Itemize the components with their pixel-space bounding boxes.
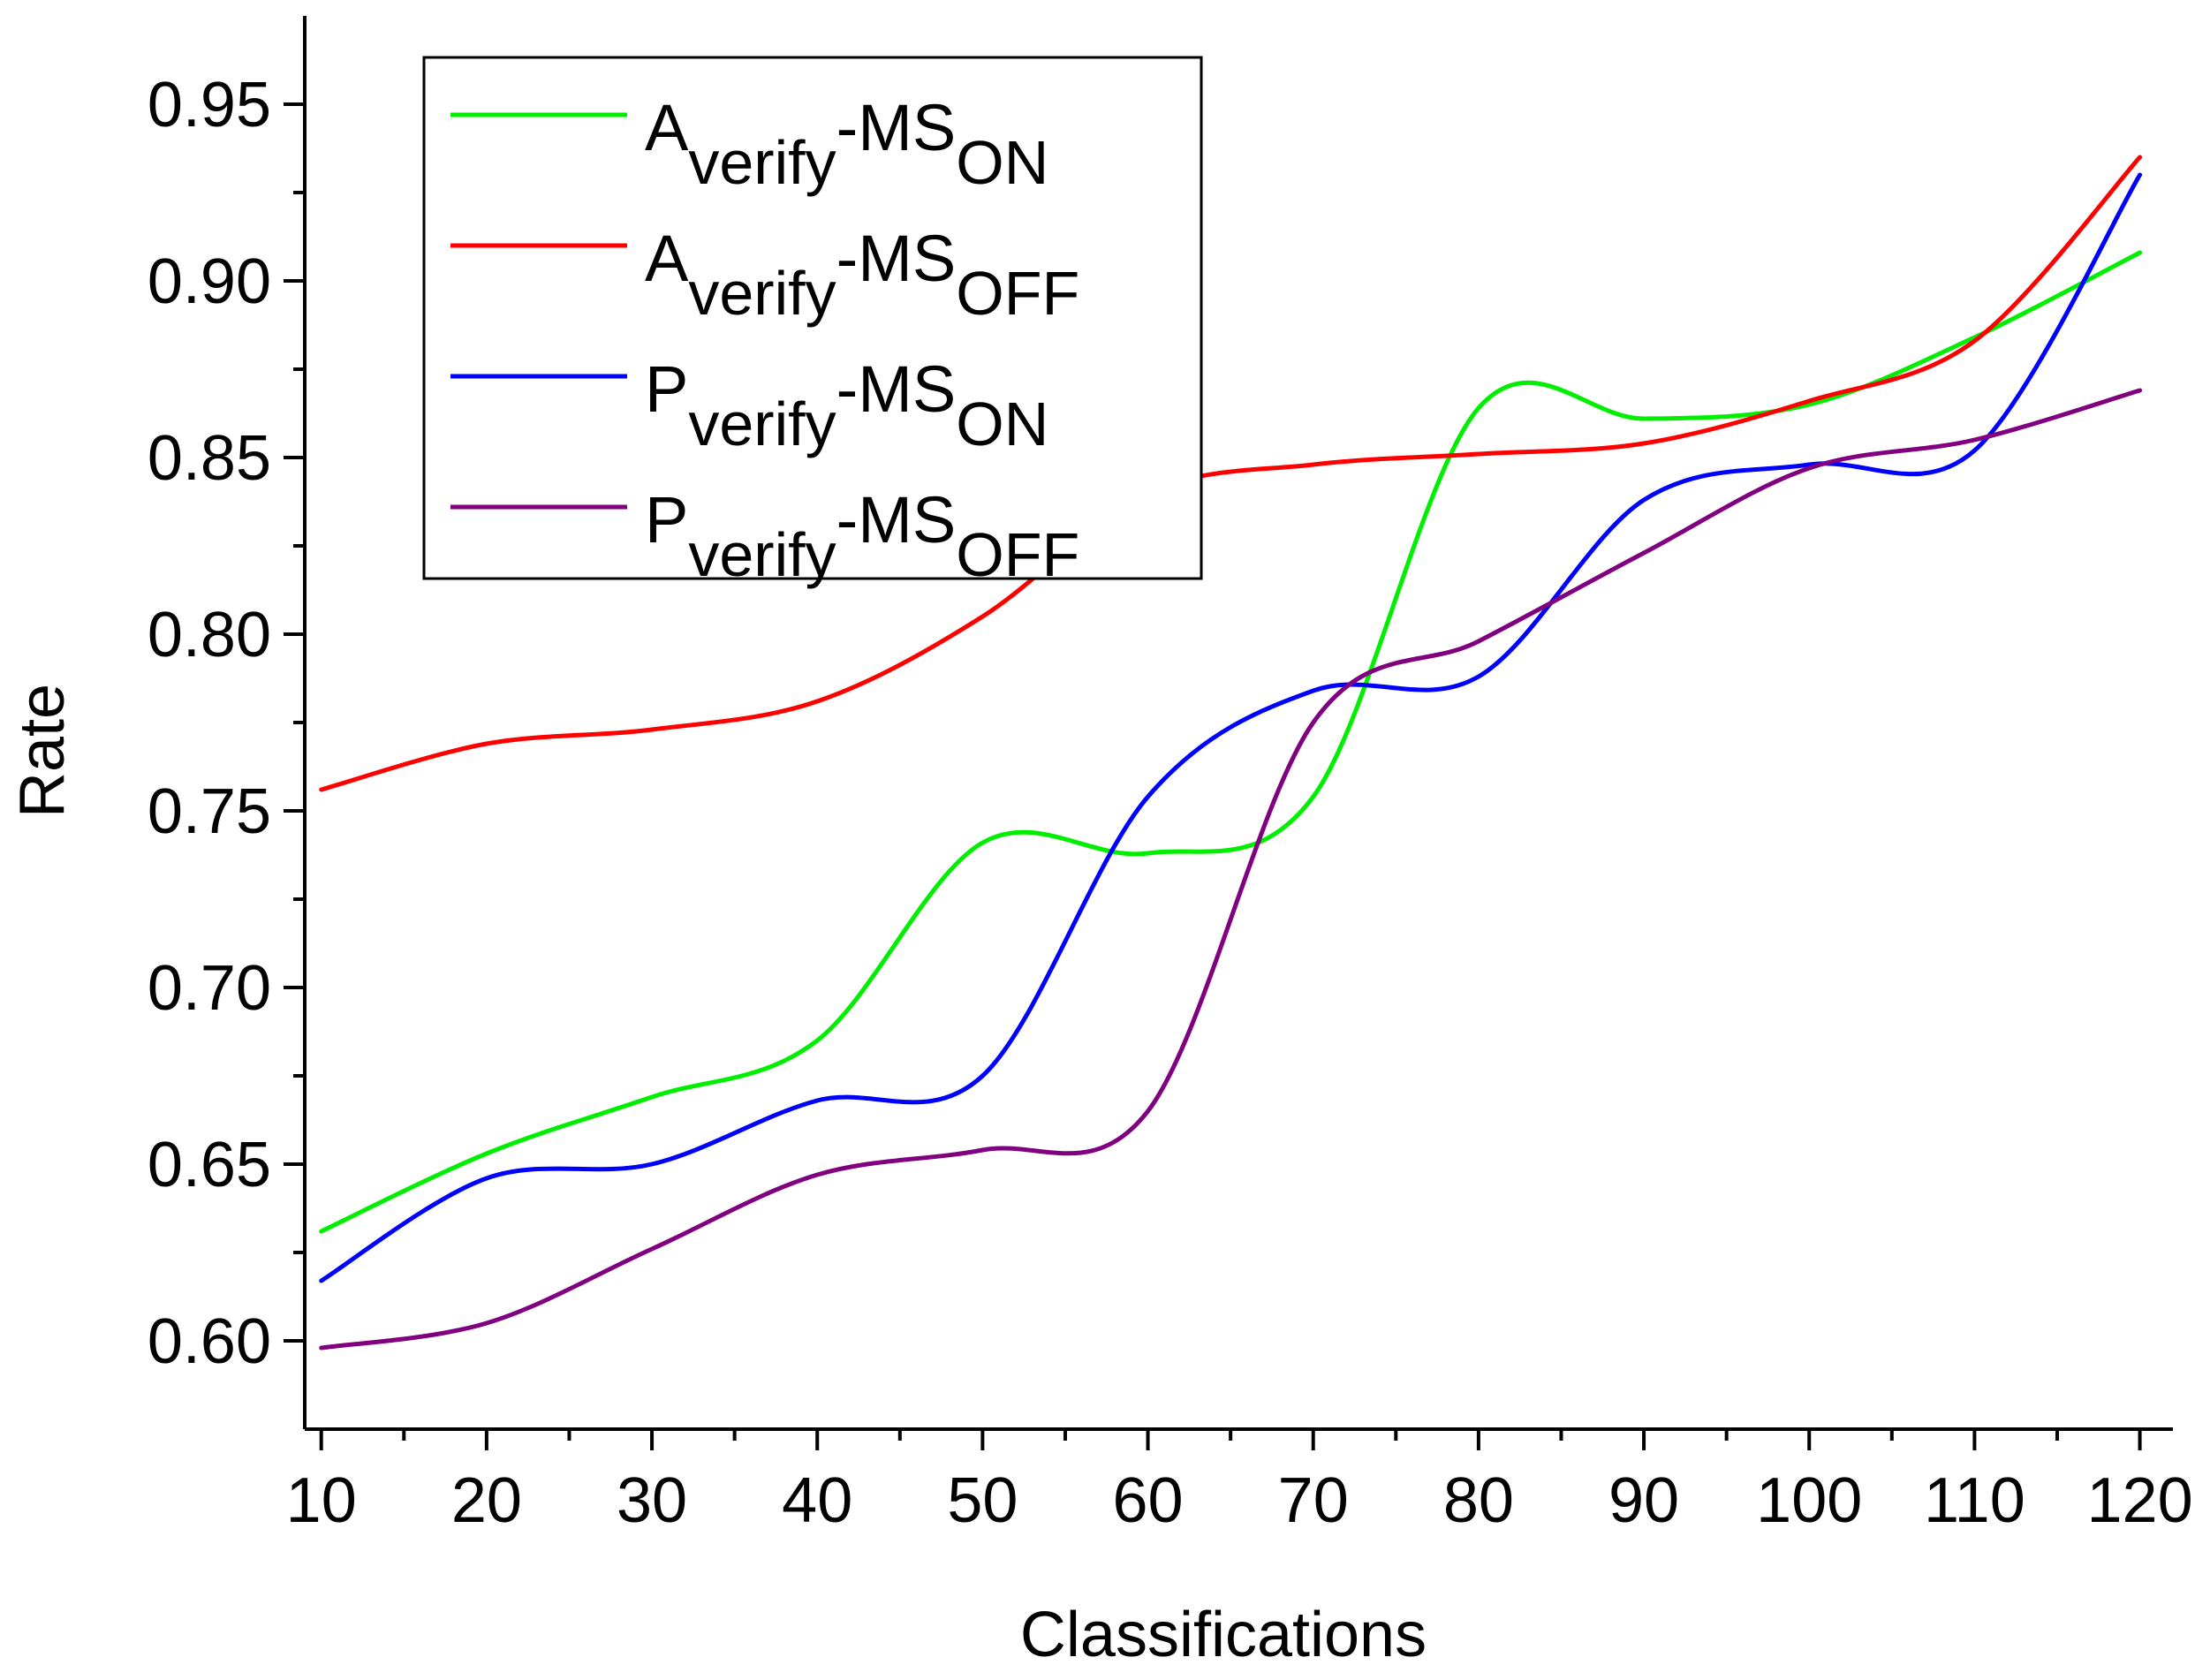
x-axis-title: Classifications — [1020, 1600, 1427, 1670]
legend-label-sub1: verify — [688, 259, 836, 328]
series-line-1 — [319, 250, 2143, 1234]
x-tick-label: 70 — [1278, 1465, 1349, 1536]
legend-label-sub1: verify — [688, 390, 836, 458]
legend-label-main: P — [645, 352, 688, 426]
legend-label-sub1: verify — [688, 128, 836, 197]
y-tick-label: 0.90 — [148, 246, 271, 317]
legend-label: Pverify-MSON — [645, 352, 1048, 458]
y-tick-label: 0.85 — [148, 423, 271, 494]
x-tick-label: 120 — [2086, 1465, 2192, 1536]
legend-label-sub2: ON — [956, 390, 1048, 458]
x-tick-label: 110 — [1924, 1465, 2025, 1536]
y-tick-label: 0.80 — [148, 600, 271, 670]
axes: 10 20 30 40 50 60 70 80 90 100 110 120 0.60 0.65 0.70 0… — [148, 16, 2193, 1536]
x-tick-label: 50 — [947, 1465, 1018, 1536]
legend-label-sub2: ON — [956, 128, 1048, 197]
y-tick-label: 0.65 — [148, 1130, 271, 1200]
legend-label-sub2: OFF — [956, 259, 1079, 328]
legend-label-sub1: verify — [688, 520, 836, 589]
legend: Averify-MSONAverify-MSOFFPverify-MSONPve… — [422, 56, 1203, 589]
series-line-3 — [319, 172, 2143, 1283]
series-line-2 — [319, 155, 2143, 792]
y-tick-label: 0.70 — [148, 953, 271, 1024]
legend-label-main: A — [645, 222, 689, 295]
legend-label: Averify-MSON — [645, 91, 1048, 197]
x-tick-label: 100 — [1756, 1465, 1862, 1536]
legend-label: Pverify-MSOFF — [645, 483, 1079, 589]
legend-box — [422, 56, 1203, 580]
x-tick-label: 20 — [451, 1465, 522, 1536]
y-tick-label: 0.75 — [148, 776, 271, 847]
x-tick-label: 60 — [1113, 1465, 1184, 1536]
y-tick-label: 0.60 — [148, 1306, 271, 1377]
legend-label-mid: -MS — [836, 222, 957, 295]
series-lines — [319, 155, 2143, 1351]
x-tick-label: 40 — [782, 1465, 852, 1536]
legend-label-sub2: OFF — [956, 520, 1079, 589]
legend-label-main: A — [645, 91, 689, 164]
x-tick-label: 10 — [286, 1465, 357, 1536]
series-line-4 — [319, 388, 2143, 1351]
legend-label-mid: -MS — [836, 352, 957, 426]
legend-label-main: P — [645, 483, 688, 556]
y-tick-label: 0.95 — [148, 70, 271, 140]
y-axis-title: Rate — [7, 684, 78, 818]
legend-label-mid: -MS — [836, 91, 957, 164]
x-tick-label: 90 — [1608, 1465, 1679, 1536]
legend-label: Averify-MSOFF — [645, 222, 1079, 328]
x-tick-label: 30 — [617, 1465, 687, 1536]
legend-label-mid: -MS — [836, 483, 957, 556]
x-tick-label: 80 — [1443, 1465, 1514, 1536]
